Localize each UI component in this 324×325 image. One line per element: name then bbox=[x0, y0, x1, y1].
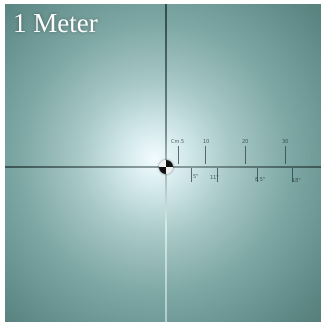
ruler-tick bbox=[292, 168, 293, 182]
ruler-bottom-label: 18" bbox=[292, 178, 301, 184]
ruler-tick bbox=[178, 146, 179, 164]
ruler-top-label: 30 bbox=[282, 139, 289, 145]
distance-label: 1 Meter bbox=[13, 8, 98, 38]
ruler-top-label: 10 bbox=[203, 139, 210, 145]
ruler-tick bbox=[245, 146, 246, 164]
ruler-top-label: Cm.5 bbox=[171, 139, 185, 145]
ruler-tick bbox=[205, 146, 206, 164]
ruler-tick bbox=[257, 168, 258, 182]
ruler-bottom-label: 11" bbox=[210, 175, 219, 181]
ruler-tick bbox=[285, 146, 286, 164]
ruler-bottom-label: 5" bbox=[193, 174, 199, 180]
ruler-top-label: 20 bbox=[242, 139, 249, 145]
ruler-tick bbox=[217, 168, 218, 182]
ruler-tick bbox=[191, 168, 192, 182]
camera-view: Cm.5 10 20 30 5" 11" 8.5" 18" 1 Meter bbox=[5, 4, 321, 322]
ruler-bottom-label: 8.5" bbox=[255, 177, 266, 183]
center-target-icon bbox=[159, 160, 173, 174]
